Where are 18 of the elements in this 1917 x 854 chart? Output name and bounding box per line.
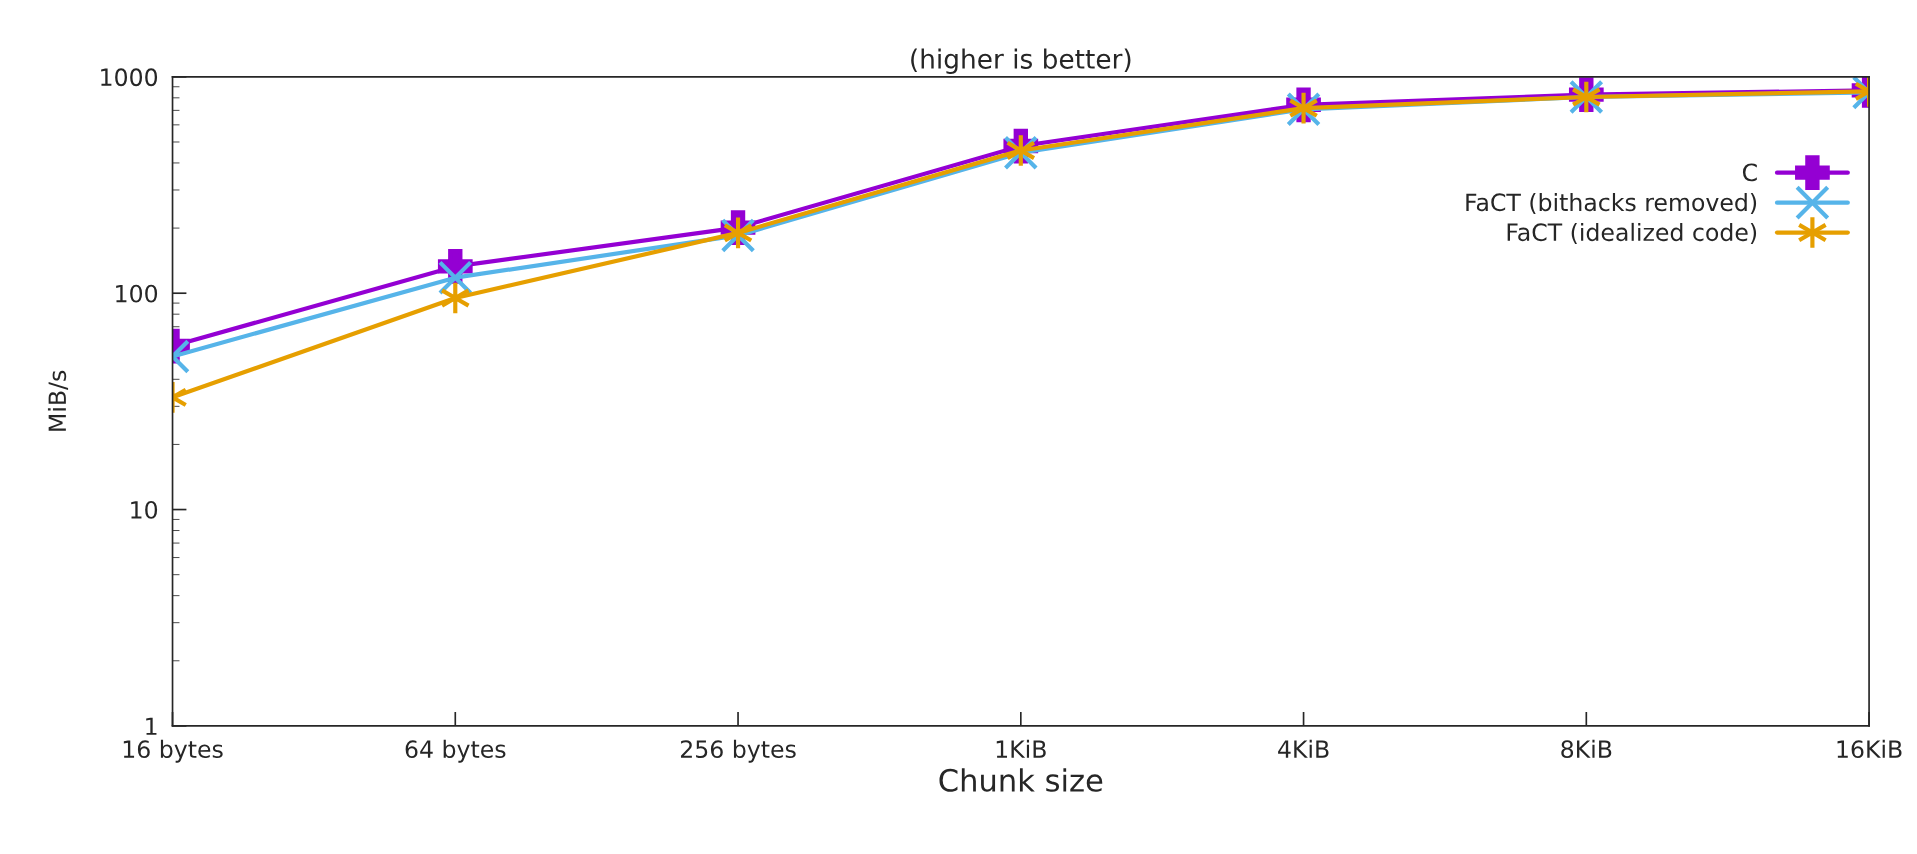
x-axis-title: Chunk size bbox=[939, 768, 1103, 792]
x-tick-label: 64 bytes bbox=[405, 739, 506, 763]
x-tick-label: 16KiB bbox=[1837, 739, 1902, 759]
y-axis-title: MiB/s bbox=[47, 370, 69, 431]
chart-title: (higher is better) bbox=[911, 48, 1131, 75]
legend-label: FaCT (idealized code) bbox=[1507, 222, 1757, 244]
point bbox=[437, 260, 473, 296]
legend-label: C bbox=[1742, 163, 1757, 182]
x-tick-label: 1KiB bbox=[996, 739, 1046, 758]
y-tick-label: 100 bbox=[116, 284, 158, 303]
y-tick-label: 10 bbox=[131, 501, 158, 519]
y-tick-label: 1000 bbox=[101, 68, 158, 87]
x-tick-label: 8KiB bbox=[1561, 739, 1612, 759]
y-tick-label: 1 bbox=[146, 717, 157, 735]
legend-label: FaCT (bithacks removed) bbox=[1466, 192, 1757, 214]
x-tick-label: 4KiB bbox=[1278, 739, 1329, 758]
x-tick-label: 256 bytes bbox=[680, 739, 796, 763]
x-tick-label: 16 bytes bbox=[123, 739, 223, 763]
